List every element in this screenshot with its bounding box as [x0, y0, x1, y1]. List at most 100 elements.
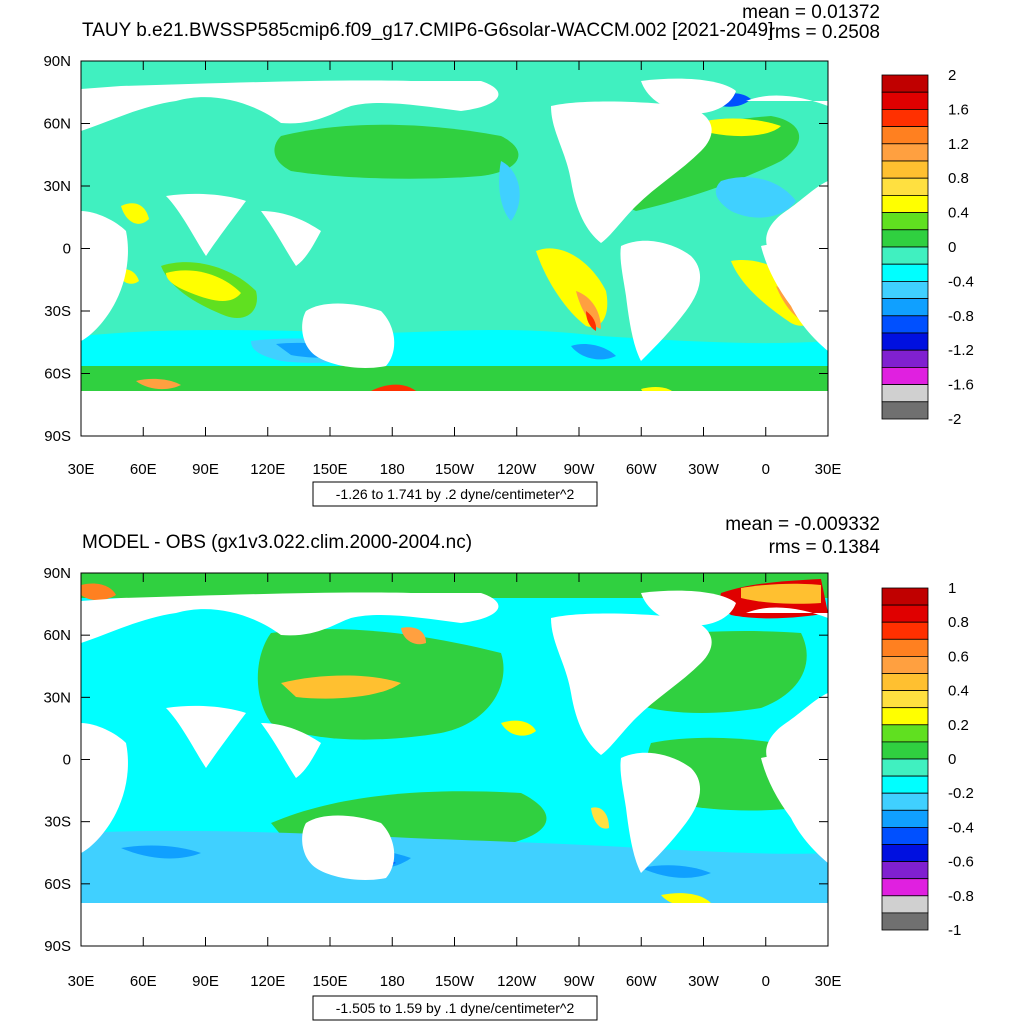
colorbar-swatch [881, 366, 929, 385]
lon-tick-label: 120W [497, 973, 537, 990]
panel-2-mean: mean = -0.009332 [725, 514, 880, 535]
colorbar-swatch [881, 298, 929, 317]
lat-tick-label: 0 [63, 752, 71, 769]
lon-tick-label: 0 [762, 973, 770, 990]
colorbar-label: 1.6 [948, 101, 969, 118]
lat-tick-label: 60S [44, 366, 71, 383]
colorbar-swatch [881, 792, 929, 811]
lon-tick-label: 150E [312, 973, 347, 990]
colorbar-label: 0.4 [948, 683, 969, 700]
colorbar-label: -2 [948, 411, 961, 428]
colorbar-swatch [881, 861, 929, 880]
lon-tick-label: 90E [192, 973, 219, 990]
lat-tick-label: 30S [44, 814, 71, 831]
colorbar-label: -1.2 [948, 342, 974, 359]
colorbar-swatch [881, 160, 929, 179]
colorbar-label: 0.2 [948, 717, 969, 734]
lat-tick-label: 90N [43, 53, 71, 70]
colorbar-label: 0.6 [948, 648, 969, 665]
panel-1: TAUY b.e21.BWSSP585cmip6.f09_g17.CMIP6-G… [43, 2, 974, 507]
colorbar-label: 0 [948, 239, 956, 256]
colorbar-swatch [881, 315, 929, 334]
colorbar-label: 0 [948, 751, 956, 768]
lon-tick-label: 60W [626, 461, 658, 478]
lat-tick-label: 30N [43, 689, 71, 706]
colorbar-swatch [881, 280, 929, 299]
colorbar-label: 0.8 [948, 614, 969, 631]
lat-tick-label: 60N [43, 116, 71, 133]
lat-tick-label: 60S [44, 876, 71, 893]
colorbar-swatch [881, 741, 929, 760]
colorbar-label: -0.8 [948, 888, 974, 905]
lon-tick-label: 120E [250, 973, 285, 990]
colorbar-label: 1 [948, 580, 956, 597]
lon-tick-label: 120W [497, 461, 537, 478]
panel-2-info: -1.505 to 1.59 by .1 dyne/centimeter^2 [336, 1000, 575, 1016]
lon-tick-label: 30E [68, 461, 95, 478]
colorbar-swatch [881, 690, 929, 709]
colorbar-swatch [881, 758, 929, 777]
lon-tick-label: 90W [564, 461, 596, 478]
lon-tick-label: 0 [762, 461, 770, 478]
panel-1-lat-ticks: 90N 60N 30N 0 30S 60S 90S [43, 53, 828, 445]
lon-tick-label: 150W [435, 973, 475, 990]
colorbar-swatch [881, 74, 929, 93]
lon-tick-label: 90E [192, 461, 219, 478]
colorbar-swatch [881, 724, 929, 743]
lat-tick-label: 0 [63, 241, 71, 258]
panel-1-map [81, 61, 828, 436]
colorbar-swatch [881, 91, 929, 110]
colorbar-swatch [881, 878, 929, 897]
colorbar-swatch [881, 912, 929, 931]
colorbar-swatch [881, 177, 929, 196]
lon-tick-label: 60E [130, 461, 157, 478]
colorbar-swatch [881, 638, 929, 657]
lon-tick-label: 30W [688, 973, 720, 990]
panel-2-lon-ticks: 30E 60E 90E 120E 150E 180 150W 120W 90W 60W 30W 0 30… [68, 573, 842, 990]
colorbar-swatch [881, 263, 929, 282]
colorbar-swatch [881, 673, 929, 692]
colorbar-swatch [881, 844, 929, 863]
lon-tick-label: 30E [815, 461, 842, 478]
colorbar-swatch [881, 143, 929, 162]
colorbar-swatch [881, 604, 929, 623]
colorbar-swatch [881, 212, 929, 231]
lat-tick-label: 30S [44, 303, 71, 320]
colorbar-swatch [881, 126, 929, 145]
panel-1-lon-ticks: 30E 60E 90E 120E 150E 180 150W 120W 90W 60W 30W 0 30… [68, 61, 842, 478]
colorbar-swatch [881, 401, 929, 420]
panel-2-rms: rms = 0.1384 [769, 537, 881, 558]
colorbar-label: 0.8 [948, 170, 969, 187]
colorbar-label: -0.6 [948, 854, 974, 871]
panel-1-rms: rms = 0.2508 [769, 22, 880, 43]
colorbar-label: -1 [948, 922, 961, 939]
colorbar-swatch [881, 707, 929, 726]
lon-tick-label: 60W [626, 973, 658, 990]
panel-2-title: MODEL - OBS (gx1v3.022.clim.2000-2004.nc… [82, 532, 472, 553]
lon-tick-label: 30E [68, 973, 95, 990]
panel-2-colorbar: 1 0.8 0.6 0.4 0.2 0 -0.2 -0.4 -0.6 -0.8 -1 [881, 580, 974, 939]
lon-tick-label: 150W [435, 461, 475, 478]
colorbar-swatch [881, 775, 929, 794]
colorbar-swatch [881, 384, 929, 403]
panel-2-lat-ticks: 90N 60N 30N 0 30S 60S 90S [43, 565, 828, 955]
lon-tick-label: 150E [312, 461, 347, 478]
colorbar-label: -0.4 [948, 819, 974, 836]
lon-tick-label: 180 [380, 973, 405, 990]
lon-tick-label: 30W [688, 461, 720, 478]
panel-2-info-box [312, 995, 598, 1021]
panel-1-mean: mean = 0.01372 [742, 2, 880, 23]
panel-1-colorbar: 2 1.6 1.2 0.8 0.4 0 -0.4 -0.8 -1.2 -1.6 -2 [881, 67, 974, 428]
panel-1-title: TAUY b.e21.BWSSP585cmip6.f09_g17.CMIP6-G… [82, 20, 773, 41]
colorbar-label: -0.4 [948, 273, 974, 290]
colorbar-swatch [881, 621, 929, 640]
lon-tick-label: 60E [130, 973, 157, 990]
colorbar-swatch [881, 587, 929, 606]
colorbar-label: 2 [948, 67, 956, 84]
colorbar-swatch [881, 194, 929, 213]
panel-2-map [81, 573, 828, 946]
lon-tick-label: 90W [564, 973, 596, 990]
colorbar-label: -0.8 [948, 308, 974, 325]
colorbar-swatch [881, 809, 929, 828]
lon-tick-label: 30E [815, 973, 842, 990]
